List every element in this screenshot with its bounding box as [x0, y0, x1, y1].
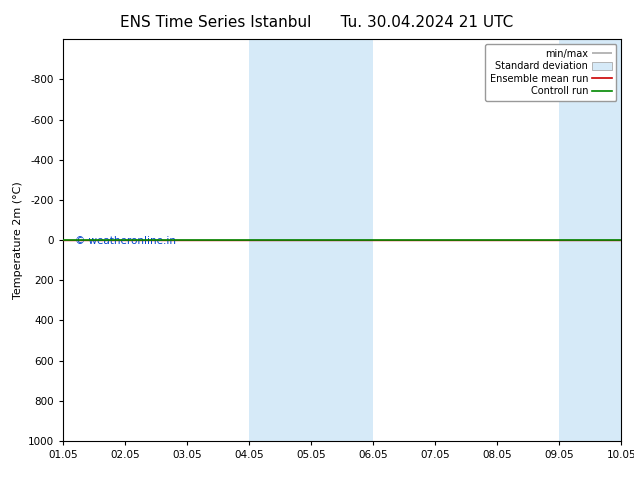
Y-axis label: Temperature 2m (°C): Temperature 2m (°C) [13, 181, 23, 299]
Text: ENS Time Series Istanbul      Tu. 30.04.2024 21 UTC: ENS Time Series Istanbul Tu. 30.04.2024 … [120, 15, 514, 30]
Bar [621, 39, 634, 441]
Bar [559, 39, 621, 441]
Bar [249, 39, 311, 441]
Text: © weatheronline.in: © weatheronline.in [75, 236, 176, 246]
Legend: min/max, Standard deviation, Ensemble mean run, Controll run: min/max, Standard deviation, Ensemble me… [485, 44, 616, 101]
Bar [311, 39, 373, 441]
